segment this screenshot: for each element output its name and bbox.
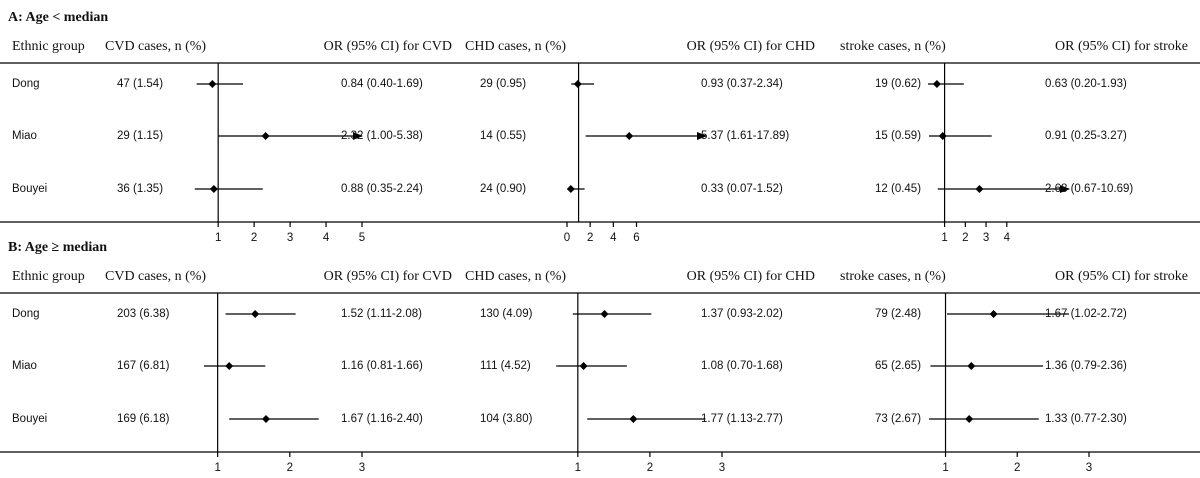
point-estimate bbox=[573, 80, 582, 88]
point-estimate bbox=[262, 415, 271, 423]
point-estimate bbox=[625, 132, 634, 140]
column-header: Ethnic group bbox=[12, 39, 85, 54]
x-tick-label: 1 bbox=[941, 232, 947, 244]
or-label: 1.36 (0.79-2.36) bbox=[1045, 360, 1127, 372]
cases-label: 36 (1.35) bbox=[117, 183, 163, 195]
or-label: 1.77 (1.13-2.77) bbox=[701, 413, 783, 425]
cases-label: 73 (2.67) bbox=[875, 413, 921, 425]
x-tick-label: 4 bbox=[610, 232, 617, 244]
point-estimate bbox=[629, 415, 638, 423]
or-label: 2.32 (1.00-5.38) bbox=[341, 130, 423, 142]
or-label: 0.88 (0.35-2.24) bbox=[341, 183, 423, 195]
or-label: 0.93 (0.37-2.34) bbox=[701, 78, 783, 90]
column-header: CVD cases, n (%) bbox=[105, 39, 206, 54]
or-label: 5.37 (1.61-17.89) bbox=[701, 130, 789, 142]
x-tick-label: 3 bbox=[287, 232, 293, 244]
point-estimate bbox=[208, 80, 217, 88]
column-header: OR (95% CI) for CVD bbox=[324, 269, 452, 284]
cases-label: 14 (0.55) bbox=[480, 130, 526, 142]
or-label: 0.91 (0.25-3.27) bbox=[1045, 130, 1127, 142]
group-label: Dong bbox=[12, 78, 40, 90]
group-label: Miao bbox=[12, 130, 37, 142]
x-tick-label: 6 bbox=[633, 232, 639, 244]
cases-label: 65 (2.65) bbox=[875, 360, 921, 372]
cases-label: 12 (0.45) bbox=[875, 183, 921, 195]
or-label: 1.16 (0.81-1.66) bbox=[341, 360, 423, 372]
or-label: 1.52 (1.11-2.08) bbox=[341, 308, 422, 320]
x-tick-label: 4 bbox=[323, 232, 330, 244]
or-label: 1.67 (1.16-2.40) bbox=[341, 413, 423, 425]
x-tick-label: 3 bbox=[1086, 462, 1092, 474]
point-estimate bbox=[225, 362, 234, 370]
x-tick-label: 2 bbox=[647, 462, 653, 474]
x-tick-label: 3 bbox=[719, 462, 725, 474]
x-tick-label: 3 bbox=[359, 462, 365, 474]
point-estimate bbox=[566, 185, 575, 193]
x-tick-label: 2 bbox=[587, 232, 593, 244]
or-label: 1.33 (0.77-2.30) bbox=[1045, 413, 1127, 425]
panel-title: A: Age < median bbox=[8, 10, 108, 25]
column-header: stroke cases, n (%) bbox=[840, 269, 946, 284]
x-tick-label: 1 bbox=[942, 462, 948, 474]
cases-label: 24 (0.90) bbox=[480, 183, 526, 195]
cases-label: 29 (0.95) bbox=[480, 78, 526, 90]
x-tick-label: 4 bbox=[1004, 232, 1011, 244]
point-estimate bbox=[975, 185, 984, 193]
x-tick-label: 1 bbox=[214, 462, 220, 474]
point-estimate bbox=[261, 132, 270, 140]
point-estimate bbox=[938, 132, 947, 140]
cases-label: 79 (2.48) bbox=[875, 308, 921, 320]
group-label: Bouyei bbox=[12, 183, 47, 195]
cases-label: 111 (4.52) bbox=[480, 360, 531, 372]
column-header: OR (95% CI) for stroke bbox=[1055, 39, 1188, 54]
cases-label: 19 (0.62) bbox=[875, 78, 921, 90]
column-header: OR (95% CI) for CVD bbox=[324, 39, 452, 54]
or-label: 0.33 (0.07-1.52) bbox=[701, 183, 783, 195]
point-estimate bbox=[932, 80, 941, 88]
point-estimate bbox=[967, 362, 976, 370]
group-label: Dong bbox=[12, 308, 40, 320]
point-estimate bbox=[600, 310, 609, 318]
or-label: 0.63 (0.20-1.93) bbox=[1045, 78, 1127, 90]
column-header: CVD cases, n (%) bbox=[105, 269, 206, 284]
point-estimate bbox=[209, 185, 218, 193]
point-estimate bbox=[579, 362, 588, 370]
column-header: OR (95% CI) for CHD bbox=[687, 269, 815, 284]
or-label: 1.67 (1.02-2.72) bbox=[1045, 308, 1127, 320]
x-tick-label: 3 bbox=[983, 232, 989, 244]
column-header: OR (95% CI) for CHD bbox=[687, 39, 815, 54]
x-tick-label: 5 bbox=[359, 232, 365, 244]
x-tick-label: 2 bbox=[962, 232, 968, 244]
cases-label: 167 (6.81) bbox=[117, 360, 170, 372]
column-header: OR (95% CI) for stroke bbox=[1055, 269, 1188, 284]
column-header: CHD cases, n (%) bbox=[465, 39, 566, 54]
or-label: 1.37 (0.93-2.02) bbox=[701, 308, 783, 320]
group-label: Miao bbox=[12, 360, 37, 372]
x-tick-label: 2 bbox=[251, 232, 257, 244]
point-estimate bbox=[251, 310, 260, 318]
x-tick-label: 0 bbox=[564, 232, 570, 244]
column-header: CHD cases, n (%) bbox=[465, 269, 566, 284]
point-estimate bbox=[989, 310, 998, 318]
column-header: Ethnic group bbox=[12, 269, 85, 284]
panel-title: B: Age ≥ median bbox=[8, 240, 107, 255]
cases-label: 29 (1.15) bbox=[117, 130, 163, 142]
x-tick-label: 2 bbox=[287, 462, 293, 474]
cases-label: 47 (1.54) bbox=[117, 78, 163, 90]
cases-label: 169 (6.18) bbox=[117, 413, 170, 425]
x-tick-label: 1 bbox=[575, 462, 581, 474]
or-label: 0.84 (0.40-1.69) bbox=[341, 78, 423, 90]
cases-label: 130 (4.09) bbox=[480, 308, 533, 320]
cases-label: 203 (6.38) bbox=[117, 308, 170, 320]
x-tick-label: 1 bbox=[215, 232, 221, 244]
point-estimate bbox=[965, 415, 974, 423]
group-label: Bouyei bbox=[12, 413, 47, 425]
column-header: stroke cases, n (%) bbox=[840, 39, 946, 54]
x-tick-label: 2 bbox=[1014, 462, 1020, 474]
cases-label: 104 (3.80) bbox=[480, 413, 533, 425]
or-label: 1.08 (0.70-1.68) bbox=[701, 360, 783, 372]
or-label: 2.68 (0.67-10.69) bbox=[1045, 183, 1133, 195]
cases-label: 15 (0.59) bbox=[875, 130, 921, 142]
